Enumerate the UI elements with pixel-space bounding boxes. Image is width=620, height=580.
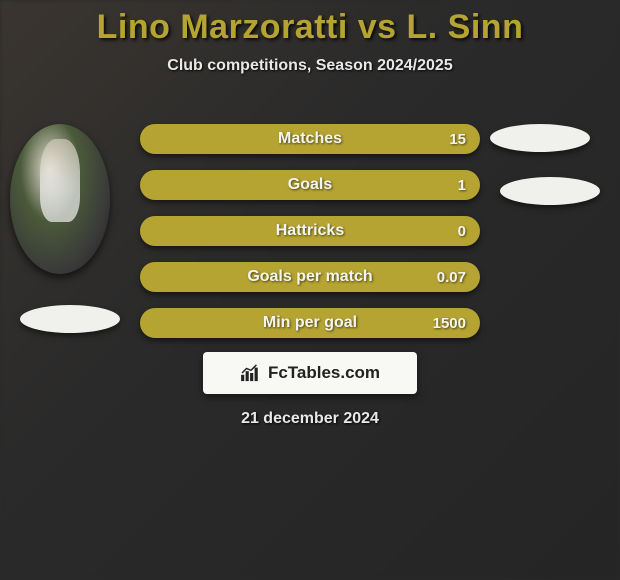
stat-label: Matches xyxy=(140,130,480,148)
player-avatar xyxy=(10,124,110,274)
stat-value: 1500 xyxy=(433,315,466,332)
chart-icon xyxy=(240,364,262,382)
ellipse-badge xyxy=(20,305,120,333)
stat-value: 15 xyxy=(449,131,466,148)
stat-row: Matches15 xyxy=(140,124,480,154)
stat-value: 0 xyxy=(458,223,466,240)
stats-panel: Matches15 Goals1 Hattricks0 Goals per match… xyxy=(140,124,480,354)
stat-label: Hattricks xyxy=(140,222,480,240)
watermark: FcTables.com xyxy=(203,352,417,394)
stat-value: 1 xyxy=(458,177,466,194)
stat-row: Goals1 xyxy=(140,170,480,200)
watermark-text: FcTables.com xyxy=(268,363,380,383)
stat-row: Goals per match0.07 xyxy=(140,262,480,292)
content-container: Lino Marzoratti vs L. Sinn Club competit… xyxy=(0,0,620,75)
page-subtitle: Club competitions, Season 2024/2025 xyxy=(0,57,620,75)
stat-label: Goals per match xyxy=(140,268,480,286)
stat-label: Min per goal xyxy=(140,314,480,332)
stat-row: Min per goal1500 xyxy=(140,308,480,338)
page-title: Lino Marzoratti vs L. Sinn xyxy=(0,8,620,47)
ellipse-badge xyxy=(500,177,600,205)
stat-label: Goals xyxy=(140,176,480,194)
stat-row: Hattricks0 xyxy=(140,216,480,246)
stat-value: 0.07 xyxy=(437,269,466,286)
date-text: 21 december 2024 xyxy=(0,410,620,428)
ellipse-badge xyxy=(490,124,590,152)
